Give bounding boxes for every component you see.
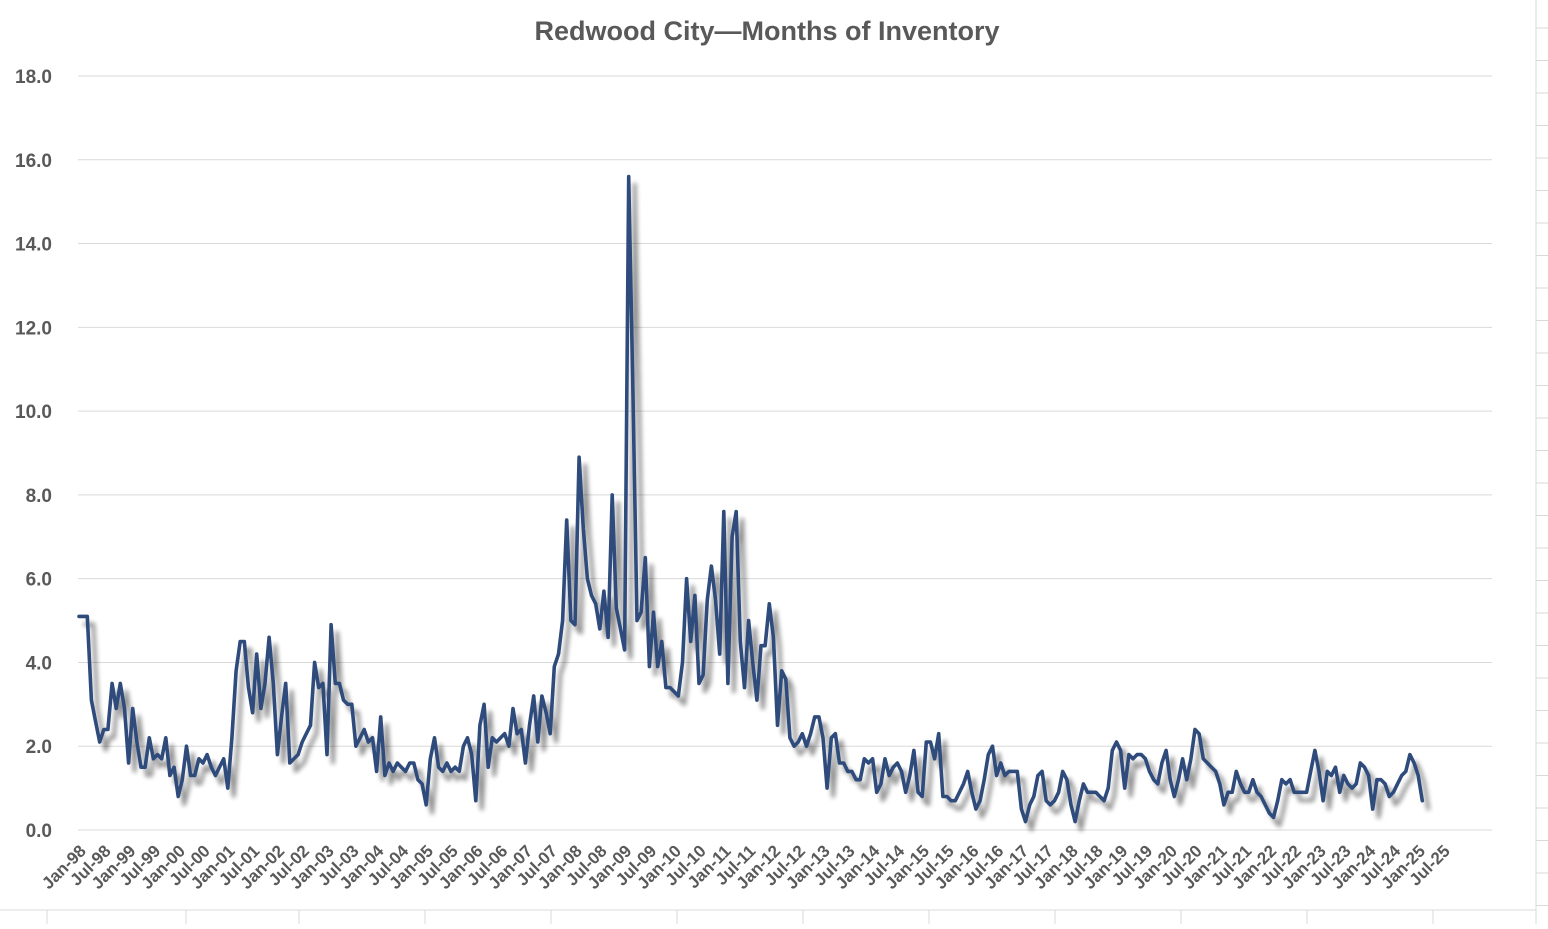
chart-title: Redwood City—Months of Inventory (535, 16, 1000, 46)
y-tick-label: 14.0 (15, 235, 52, 256)
y-tick-label: 8.0 (26, 486, 52, 507)
gridlines (78, 75, 1492, 831)
y-tick-label: 4.0 (26, 653, 52, 674)
y-tick-label: 18.0 (15, 67, 52, 88)
y-tick-label: 12.0 (15, 318, 52, 339)
y-tick-label: 6.0 (26, 570, 52, 591)
y-tick-label: 2.0 (26, 737, 52, 758)
y-tick-label: 0.0 (26, 821, 52, 842)
y-axis: 0.0 2.0 4.0 6.0 8.0 10.0 12.0 14.0 16.0 18.0 (15, 67, 52, 842)
series-group (77, 174, 1425, 824)
x-axis: Jan-98Jul-98Jan-99Jul-99Jan-00Jul-00Jan-… (38, 841, 1454, 893)
y-tick-label: 10.0 (15, 402, 52, 423)
y-tick-label: 16.0 (15, 151, 52, 172)
series-line (77, 174, 1425, 824)
